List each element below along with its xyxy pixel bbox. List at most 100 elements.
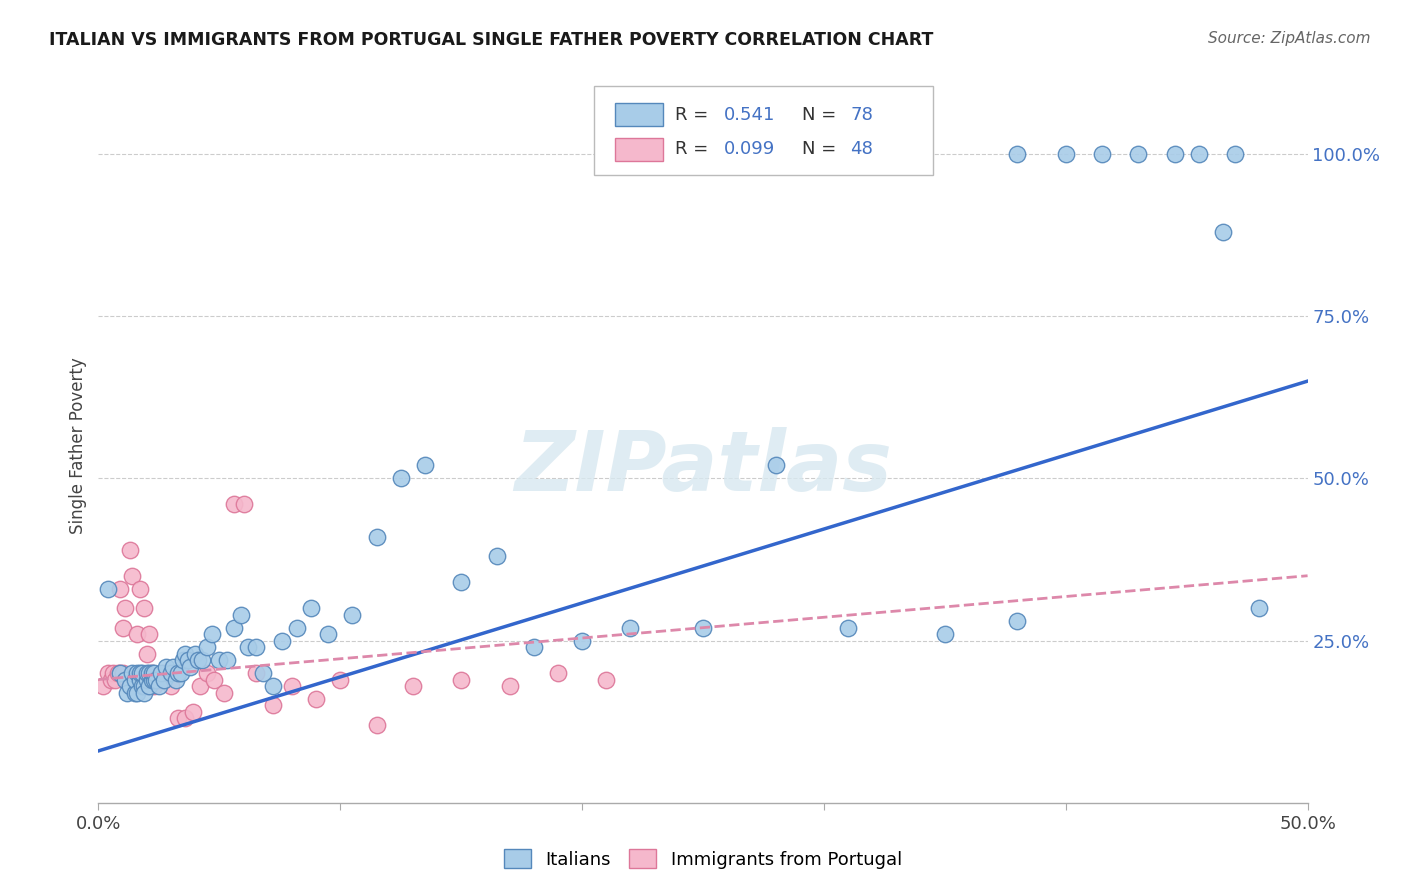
Point [160,666,183,681]
Point [108,666,131,681]
Point [262,679,284,693]
Point [131,679,153,693]
Point [1007,147,1029,161]
Point [111,666,134,681]
Point [141,666,163,681]
Point [108,582,131,596]
Point [141,673,163,687]
Point [934,627,956,641]
Point [450,575,472,590]
Point [1212,225,1234,239]
Point [1188,147,1211,161]
Point [124,673,146,687]
Point [141,666,163,681]
Point [222,621,245,635]
Point [117,673,139,687]
Text: 0.099: 0.099 [724,140,775,158]
Point [135,679,157,693]
Point [215,653,238,667]
Point [148,673,170,687]
Point [1249,601,1271,615]
Point [208,653,231,667]
Point [138,627,160,641]
Point [97,666,120,681]
Point [127,666,149,681]
Text: ZIPatlas: ZIPatlas [515,427,891,508]
Point [114,673,136,687]
Point [571,633,593,648]
Point [165,673,187,687]
Point [97,582,120,596]
Text: N =: N = [803,106,842,124]
Point [114,601,136,615]
Point [229,607,252,622]
Point [1128,147,1150,161]
Point [124,685,146,699]
Point [160,679,183,693]
Point [134,685,156,699]
Point [299,601,322,615]
Point [150,666,173,681]
Point [118,679,141,693]
Point [1054,147,1077,161]
Point [174,711,197,725]
Point [191,653,214,667]
Text: 78: 78 [851,106,873,124]
Point [316,627,339,641]
Point [486,549,509,564]
Text: N =: N = [803,140,842,158]
Point [121,666,143,681]
Point [128,673,150,687]
Point [111,621,134,635]
Point [128,582,150,596]
Point [121,568,143,582]
Point [1007,614,1029,628]
Point [169,666,191,681]
Point [402,679,425,693]
Point [138,679,160,693]
Point [118,542,141,557]
Point [179,659,201,673]
Point [619,621,641,635]
Bar [614,103,664,127]
Point [366,530,388,544]
Point [145,673,167,687]
Point [245,640,267,654]
Point [547,666,569,681]
Point [143,666,166,681]
Point [204,673,226,687]
Point [181,705,204,719]
Point [177,653,200,667]
Point [595,673,617,687]
Point [108,666,131,681]
Text: 0.541: 0.541 [724,106,775,124]
Legend: Italians, Immigrants from Portugal: Italians, Immigrants from Portugal [496,842,910,876]
Point [212,685,235,699]
Point [148,679,170,693]
Point [134,601,156,615]
Point [135,673,157,687]
Point [366,718,388,732]
Point [245,666,267,681]
Y-axis label: Single Father Poverty: Single Father Poverty [69,358,87,534]
Point [174,647,197,661]
Point [124,679,146,693]
Point [107,666,129,681]
Point [135,647,157,661]
Point [155,659,177,673]
Point [117,685,139,699]
Point [138,666,160,681]
Point [188,679,211,693]
Point [285,621,308,635]
Point [127,685,149,699]
Point [1091,147,1114,161]
Point [124,673,146,687]
Point [104,673,127,687]
Point [1163,147,1185,161]
Point [329,673,352,687]
Text: R =: R = [675,106,714,124]
Point [195,666,218,681]
Point [143,673,166,687]
Point [128,666,150,681]
Point [131,666,153,681]
